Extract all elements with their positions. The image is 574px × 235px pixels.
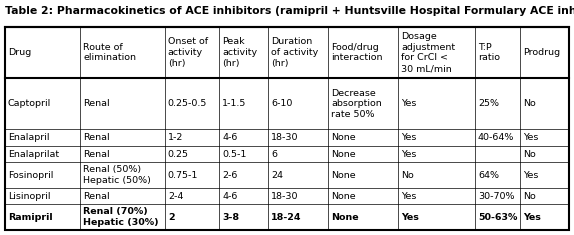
- Text: Renal: Renal: [83, 133, 110, 142]
- Text: 18-30: 18-30: [271, 192, 298, 201]
- Text: 0.25-0.5: 0.25-0.5: [168, 99, 207, 108]
- Text: T:P
ratio: T:P ratio: [478, 43, 500, 63]
- Text: Yes: Yes: [401, 192, 416, 201]
- Text: Renal: Renal: [83, 99, 110, 108]
- Text: Yes: Yes: [523, 213, 541, 222]
- Text: 18-24: 18-24: [271, 213, 302, 222]
- Text: Renal (70%)
Hepatic (30%): Renal (70%) Hepatic (30%): [83, 207, 159, 227]
- Text: Lisinopril: Lisinopril: [8, 192, 51, 201]
- Text: Captopril: Captopril: [8, 99, 51, 108]
- Text: 1-1.5: 1-1.5: [222, 99, 247, 108]
- Text: 40-64%: 40-64%: [478, 133, 514, 142]
- Bar: [5, 27, 569, 230]
- Text: None: None: [331, 133, 356, 142]
- Text: 4-6: 4-6: [222, 192, 238, 201]
- Text: No: No: [523, 192, 536, 201]
- Text: Renal (50%)
Hepatic (50%): Renal (50%) Hepatic (50%): [83, 165, 151, 185]
- Text: Drug: Drug: [8, 48, 31, 57]
- Text: 30-70%: 30-70%: [478, 192, 514, 201]
- Text: No: No: [523, 99, 536, 108]
- Text: Fosinopril: Fosinopril: [8, 171, 53, 180]
- Text: 24: 24: [271, 171, 283, 180]
- Text: 0.5-1: 0.5-1: [222, 150, 247, 159]
- Text: 64%: 64%: [478, 171, 499, 180]
- Text: Peak
activity
(hr): Peak activity (hr): [222, 37, 258, 68]
- Text: Enalaprilat: Enalaprilat: [8, 150, 59, 159]
- Text: Enalapril: Enalapril: [8, 133, 49, 142]
- Text: None: None: [331, 150, 356, 159]
- Text: 2-6: 2-6: [222, 171, 238, 180]
- Text: 2-4: 2-4: [168, 192, 183, 201]
- Text: 18-30: 18-30: [271, 133, 298, 142]
- Text: Yes: Yes: [401, 213, 419, 222]
- Text: Yes: Yes: [523, 133, 538, 142]
- Text: Yes: Yes: [401, 150, 416, 159]
- Text: 6: 6: [271, 150, 277, 159]
- Text: 3-8: 3-8: [222, 213, 239, 222]
- Text: Prodrug: Prodrug: [523, 48, 560, 57]
- Text: Decrease
absorption
rate 50%: Decrease absorption rate 50%: [331, 89, 382, 119]
- Text: None: None: [331, 213, 359, 222]
- Text: 50-63%: 50-63%: [478, 213, 517, 222]
- Text: None: None: [331, 192, 356, 201]
- Text: No: No: [401, 171, 414, 180]
- Text: Yes: Yes: [523, 171, 538, 180]
- Text: 0.25: 0.25: [168, 150, 189, 159]
- Text: Yes: Yes: [401, 99, 416, 108]
- Text: None: None: [331, 171, 356, 180]
- Text: No: No: [523, 150, 536, 159]
- Text: Yes: Yes: [401, 133, 416, 142]
- Text: Renal: Renal: [83, 192, 110, 201]
- Text: 4-6: 4-6: [222, 133, 238, 142]
- Text: 2: 2: [168, 213, 174, 222]
- Text: Route of
elimination: Route of elimination: [83, 43, 136, 63]
- Text: Renal: Renal: [83, 150, 110, 159]
- Text: Onset of
activity
(hr): Onset of activity (hr): [168, 37, 208, 68]
- Text: Duration
of activity
(hr): Duration of activity (hr): [271, 37, 319, 68]
- Text: Dosage
adjustment
for CrCl <
30 mL/min: Dosage adjustment for CrCl < 30 mL/min: [401, 32, 455, 73]
- Text: 1-2: 1-2: [168, 133, 183, 142]
- Text: Food/drug
interaction: Food/drug interaction: [331, 43, 383, 63]
- Text: Table 2: Pharmacokinetics of ACE inhibitors (ramipril + Huntsville Hospital Form: Table 2: Pharmacokinetics of ACE inhibit…: [5, 6, 574, 16]
- Text: 25%: 25%: [478, 99, 499, 108]
- Text: Ramipril: Ramipril: [8, 213, 53, 222]
- Text: 6-10: 6-10: [271, 99, 293, 108]
- Text: 0.75-1: 0.75-1: [168, 171, 198, 180]
